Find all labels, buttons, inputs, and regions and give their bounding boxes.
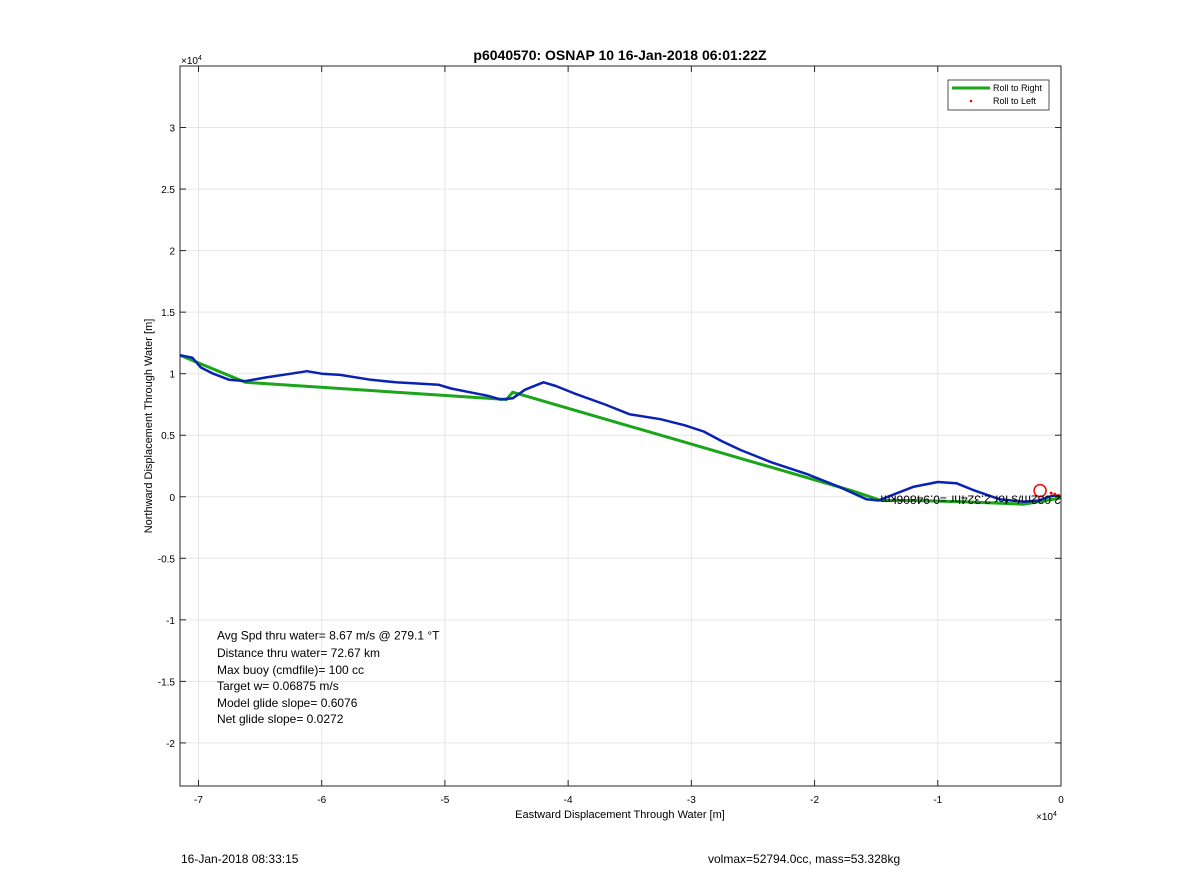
legend-box — [947, 79, 1050, 111]
stats-annotation-1: Distance thru water= 72.67 km — [217, 646, 380, 660]
stats-annotation-3: Target w= 0.06875 m/s — [217, 679, 339, 693]
series-line-track — [179, 353, 1062, 503]
legend-label-roll-left: Roll to Left — [993, 96, 1037, 106]
annotations-group: Avg Spd thru water= 8.67 m/s @ 279.1 °T D… — [217, 493, 1061, 727]
y-tick-label: 2 — [169, 247, 175, 258]
plot-background — [180, 66, 1061, 786]
footer-info: volmax=52794.0cc, mass=53.328kg — [708, 852, 901, 866]
y-tick-label: -1.5 — [158, 677, 176, 688]
ticks-group: -7 -6 -5 -4 -3 -2 -1 0 -2 -1.5 -1 -0.5 0 0.5 1 1.5 2 2.5 3 — [158, 66, 1064, 806]
legend-label-roll-right: Roll to Right — [993, 83, 1043, 93]
y-tick-label: 2.5 — [161, 185, 175, 196]
y-tick-label: 3 — [169, 124, 175, 135]
stats-annotation-5: Net glide slope= 0.0272 — [217, 712, 344, 726]
series-point-roll-left — [1053, 492, 1057, 496]
y-tick-label: -2 — [166, 739, 175, 750]
chart-title: p6040570: OSNAP 10 16-Jan-2018 06:01:22Z — [473, 47, 767, 63]
y-tick-label: 1 — [169, 370, 175, 381]
y-tick-label: 1.5 — [161, 308, 175, 319]
x-tick-label: -2 — [810, 795, 819, 806]
x-tick-label: -6 — [317, 795, 326, 806]
stats-annotation-4: Model glide slope= 0.6076 — [217, 696, 358, 710]
y-axis-label: Northward Displacement Through Water [m] — [143, 319, 155, 534]
end-marker — [1033, 483, 1047, 498]
grid-lines — [180, 66, 1062, 786]
x-axis-label: Eastward Displacement Through Water [m] — [515, 809, 725, 821]
plot-frame — [179, 65, 1062, 787]
y-tick-label: -0.5 — [158, 554, 176, 565]
x-tick-label: 0 — [1058, 795, 1064, 806]
x-tick-label: -1 — [933, 795, 942, 806]
x-tick-label: -7 — [194, 795, 203, 806]
x-tick-label: -4 — [564, 795, 573, 806]
stats-annotation-0: Avg Spd thru water= 8.67 m/s @ 279.1 °T — [217, 629, 440, 643]
series-line-roll-right — [179, 353, 1062, 506]
y-tick-label: 0.5 — [161, 431, 175, 442]
y-exponent: ×104 — [181, 55, 202, 67]
y-tick-label: -1 — [166, 616, 175, 627]
x-tick-label: -5 — [440, 795, 449, 806]
y-tick-label: 0 — [169, 493, 175, 504]
legend-swatch-roll-left — [969, 99, 973, 103]
x-tick-label: -3 — [687, 795, 696, 806]
x-exponent: ×104 — [1036, 811, 1057, 823]
series-point-roll-left — [1049, 491, 1053, 495]
stats-annotation-2: Max buoy (cmdfile)= 100 cc — [217, 663, 364, 677]
footer-timestamp: 16-Jan-2018 08:33:15 — [181, 852, 299, 866]
rotated-speed-annotation: 2.032m/s for 2.324hr =0.94806km — [881, 493, 1061, 507]
series-group — [179, 353, 1062, 506]
legend: Roll to Right Roll to Left — [947, 79, 1050, 111]
